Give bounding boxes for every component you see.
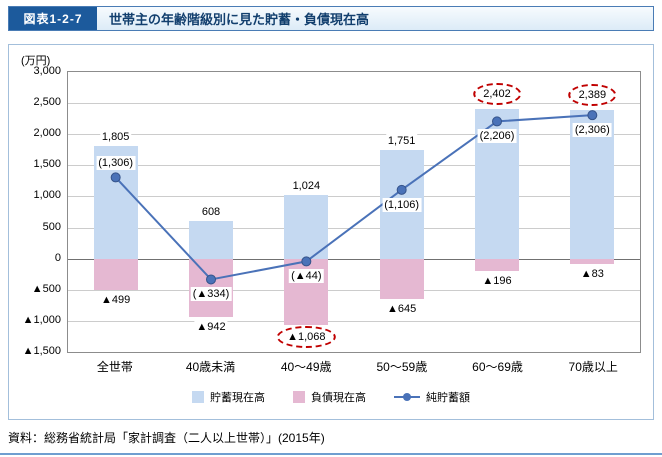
gridline	[68, 320, 640, 322]
debt-bar	[93, 258, 138, 290]
debt-bar	[475, 258, 519, 271]
debt-value-label: ▲1,068	[277, 326, 336, 349]
legend-item: 貯蓄現在高	[192, 389, 265, 405]
chart-panel: (万円) 3,000 2,500 2,000 1,500 1,000 500 0 ▲500 ▲1…	[8, 44, 654, 420]
savings-value-label: 2,389	[568, 84, 617, 107]
x-axis-label: 全世帯	[96, 360, 133, 374]
y-tick-label: ▲1,500	[22, 345, 61, 357]
net-savings-value-label: (▲44)	[289, 269, 324, 284]
legend-line-swatch	[394, 392, 420, 402]
debt-value-label: ▲942	[194, 320, 228, 335]
gridline	[68, 103, 640, 105]
gridline	[68, 196, 640, 198]
savings-value-label: 1,024	[290, 178, 323, 193]
bottom-rule	[0, 453, 662, 455]
savings-value-label: 608	[199, 204, 223, 219]
x-axis-label: 40～49歳	[280, 360, 332, 374]
debt-value-label: ▲499	[99, 292, 133, 307]
savings-bar	[189, 220, 233, 259]
annotation-ellipse: 2,389	[568, 84, 617, 107]
y-tick-label: 2,500	[33, 96, 61, 109]
x-axis-label: 60～69歳	[472, 360, 523, 374]
debt-value-label: ▲83	[578, 266, 606, 281]
legend-item: 負債現在高	[293, 389, 366, 405]
net-savings-value-label: (2,206)	[477, 129, 517, 144]
savings-value-label: 1,805	[99, 130, 132, 145]
figure-number-badge: 図表1-2-7	[9, 7, 97, 30]
savings-value-label: 1,751	[385, 133, 418, 148]
net-savings-value-label: (▲334)	[190, 287, 232, 302]
savings-value-label: 2,402	[473, 83, 521, 106]
legend-swatch	[192, 391, 204, 403]
x-axis-labels: 全世帯 40歳未満 40～49歳 50～59歳 60～69歳 70歳以上	[67, 358, 641, 375]
gridline	[68, 134, 640, 136]
legend-label: 貯蓄現在高	[210, 392, 265, 404]
y-tick-label: 1,500	[33, 158, 61, 171]
gridline	[68, 227, 640, 229]
gridline	[68, 289, 640, 291]
y-tick-label: 1,000	[33, 189, 61, 202]
net-savings-value-label: (2,306)	[572, 123, 612, 138]
y-axis-unit-label: (万円)	[21, 55, 51, 67]
debt-value-label: ▲645	[385, 301, 419, 316]
net-savings-line-layer	[110, 110, 598, 285]
y-tick-label: 500	[42, 220, 61, 233]
legend-swatch	[293, 391, 305, 403]
x-axis-label: 70歳以上	[568, 360, 618, 374]
x-axis-label: 40歳未満	[185, 360, 236, 374]
y-tick-label: ▲1,000	[22, 313, 61, 326]
legend-label: 純貯蓄額	[426, 392, 470, 404]
y-tick-label: 3,000	[33, 65, 61, 77]
y-axis-labels: 3,000 2,500 2,000 1,500 1,000 500 0 ▲500 ▲1,000 ▲…	[9, 65, 61, 357]
y-tick-label: ▲500	[31, 282, 61, 295]
legend-item: 純貯蓄額	[394, 389, 470, 405]
figure-title: 世帯主の年齢階級別に見た貯蓄・負債現在高	[109, 12, 370, 27]
savings-bar	[284, 194, 329, 259]
y-tick-label: 2,000	[33, 127, 61, 140]
net-savings-value-label: (1,306)	[96, 156, 136, 171]
annotation-ellipse: ▲1,068	[277, 326, 336, 349]
zero-axis-line	[68, 258, 640, 260]
x-axis-label: 50～59歳	[376, 360, 428, 374]
legend: 貯蓄現在高 負債現在高 純貯蓄額	[9, 389, 653, 405]
annotation-ellipse: 2,402	[473, 83, 521, 106]
plot-area: 1,805 608 1,024 1,751 2,402 2,389 ▲499 ▲942 ▲1,0…	[67, 71, 641, 353]
debt-value-label: ▲196	[480, 273, 514, 288]
source-note: 資料：総務省統計局「家計調査（二人以上世帯）」(2015年)	[8, 431, 325, 445]
net-savings-value-label: (1,106)	[382, 197, 422, 212]
debt-bar	[379, 258, 424, 299]
gridline	[68, 165, 640, 167]
legend-line-dot	[403, 393, 411, 401]
y-tick-label: 0	[54, 251, 61, 264]
figure-header: 図表1-2-7 世帯主の年齢階級別に見た貯蓄・負債現在高	[8, 6, 654, 31]
legend-label: 負債現在高	[311, 392, 366, 404]
debt-bar	[570, 258, 615, 264]
